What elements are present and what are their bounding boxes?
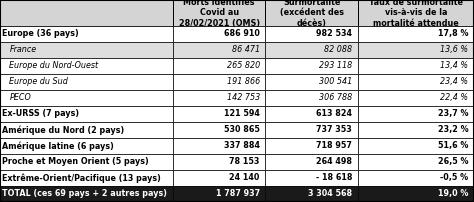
Text: -0,5 %: -0,5 % [440,174,468,182]
Text: 613 824: 613 824 [316,109,352,118]
Text: 13,6 %: 13,6 % [440,45,468,54]
Bar [265,106,358,122]
Text: 3 304 568: 3 304 568 [308,189,352,199]
Bar [265,58,358,74]
Text: 51,6 %: 51,6 % [438,141,468,150]
Bar [0,106,173,122]
Text: 142 753: 142 753 [227,93,260,102]
Bar [358,90,474,106]
Bar [173,186,265,202]
Text: Proche et Moyen Orient (5 pays): Proche et Moyen Orient (5 pays) [2,157,149,166]
Text: 23,7 %: 23,7 % [438,109,468,118]
Bar [265,74,358,90]
Bar [173,154,265,170]
Bar [0,186,173,202]
Text: 982 534: 982 534 [316,29,352,38]
Bar [265,0,358,26]
Text: 23,2 %: 23,2 % [438,125,468,134]
Bar [0,138,173,154]
Bar [0,42,173,58]
Text: 191 866: 191 866 [227,77,260,86]
Bar [358,26,474,42]
Bar [265,170,358,186]
Bar [173,0,265,26]
Text: 121 594: 121 594 [224,109,260,118]
Text: - 18 618: - 18 618 [316,174,352,182]
Bar [265,122,358,138]
Text: Extrême-Orient/Pacifique (13 pays): Extrême-Orient/Pacifique (13 pays) [2,173,161,183]
Text: Morts identifiés
Covid au
28/02/2021 (OMS): Morts identifiés Covid au 28/02/2021 (OM… [179,0,260,28]
Bar [358,58,474,74]
Bar [173,26,265,42]
Text: Amérique latine (6 pays): Amérique latine (6 pays) [2,141,114,151]
Bar [265,26,358,42]
Bar [358,170,474,186]
Bar [173,90,265,106]
Bar [173,122,265,138]
Bar [265,186,358,202]
Bar [173,58,265,74]
Text: 718 957: 718 957 [316,141,352,150]
Bar [358,42,474,58]
Bar [358,122,474,138]
Text: Europe du Nord-Ouest: Europe du Nord-Ouest [9,61,99,70]
Text: 1 787 937: 1 787 937 [216,189,260,199]
Text: France: France [9,45,36,54]
Text: 306 788: 306 788 [319,93,352,102]
Text: 13,4 %: 13,4 % [440,61,468,70]
Text: Ex-URSS (7 pays): Ex-URSS (7 pays) [2,109,80,118]
Bar [358,106,474,122]
Bar [358,74,474,90]
Bar [265,42,358,58]
Text: Amérique du Nord (2 pays): Amérique du Nord (2 pays) [2,125,125,135]
Bar [0,58,173,74]
Text: Europe du Sud: Europe du Sud [9,77,68,86]
Bar [173,170,265,186]
Bar [0,122,173,138]
Text: 22,4 %: 22,4 % [440,93,468,102]
Bar [358,0,474,26]
Text: Surmortalité
(excédent des
décès): Surmortalité (excédent des décès) [280,0,344,28]
Text: 24 140: 24 140 [229,174,260,182]
Text: 293 118: 293 118 [319,61,352,70]
Text: PECO: PECO [9,93,31,102]
Bar [265,90,358,106]
Bar [0,74,173,90]
Text: 78 153: 78 153 [229,157,260,166]
Text: 86 471: 86 471 [232,45,260,54]
Bar [358,186,474,202]
Text: 26,5 %: 26,5 % [438,157,468,166]
Bar [173,106,265,122]
Text: 264 498: 264 498 [316,157,352,166]
Text: 265 820: 265 820 [227,61,260,70]
Text: 337 884: 337 884 [224,141,260,150]
Bar [265,138,358,154]
Text: 737 353: 737 353 [317,125,352,134]
Text: 300 541: 300 541 [319,77,352,86]
Bar [0,26,173,42]
Bar [0,170,173,186]
Text: 19,0 %: 19,0 % [438,189,468,199]
Bar [173,42,265,58]
Text: 17,8 %: 17,8 % [438,29,468,38]
Text: 82 088: 82 088 [324,45,352,54]
Bar [0,154,173,170]
Bar [358,138,474,154]
Text: 686 910: 686 910 [224,29,260,38]
Bar [265,154,358,170]
Text: 23,4 %: 23,4 % [440,77,468,86]
Bar [0,0,173,26]
Bar [173,74,265,90]
Text: Taux de surmortalité
vis-à-vis de la
mortalité attendue: Taux de surmortalité vis-à-vis de la mor… [369,0,463,28]
Text: TOTAL (ces 69 pays + 2 autres pays): TOTAL (ces 69 pays + 2 autres pays) [2,189,167,199]
Text: 530 865: 530 865 [224,125,260,134]
Text: Europe (36 pays): Europe (36 pays) [2,29,79,38]
Bar [0,90,173,106]
Bar [358,154,474,170]
Bar [173,138,265,154]
